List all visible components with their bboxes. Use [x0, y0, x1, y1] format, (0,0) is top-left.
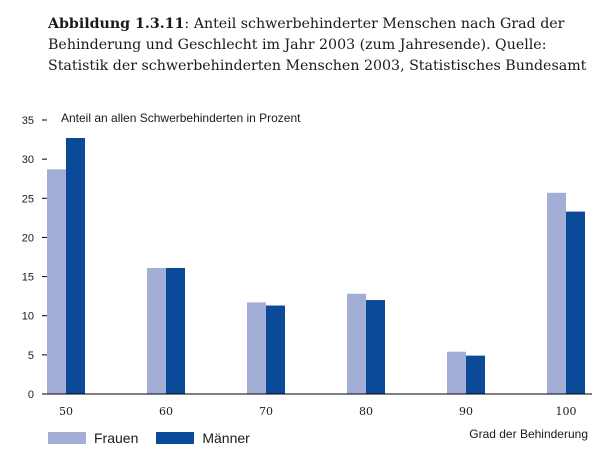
x-tick-label: 100: [556, 405, 577, 418]
x-tick-label: 60: [159, 405, 173, 418]
x-tick-label: 50: [59, 405, 73, 418]
y-tick-label: 35: [22, 115, 34, 127]
x-tick-label: 70: [259, 405, 273, 418]
legend: Frauen Männer: [48, 430, 268, 446]
y-tick-label: 30: [22, 154, 34, 166]
legend-item-frauen: Frauen: [48, 430, 138, 446]
bar-frauen-100: [547, 192, 566, 394]
x-tick-label: 90: [459, 405, 473, 418]
legend-swatch-frauen: [48, 432, 86, 444]
bar-maenner-50: [66, 138, 85, 394]
bar-frauen-50: [47, 169, 66, 394]
legend-swatch-maenner: [156, 432, 195, 444]
figure-number: Abbildung 1.3.11: [48, 16, 185, 32]
figure-caption-text: : Anteil schwerbehinderter Menschen nach…: [48, 16, 587, 74]
bars-group: [47, 138, 585, 394]
y-ticks-group: 0 5 10 15 20 25 30 35: [22, 115, 47, 401]
x-tick-label: 80: [359, 405, 373, 418]
y-tick-label: 25: [22, 193, 34, 205]
y-tick-label: 20: [22, 232, 34, 244]
bar-frauen-70: [247, 302, 266, 394]
x-axis-label: Grad der Behinderung: [469, 427, 588, 441]
y-tick-label: 0: [28, 389, 34, 401]
legend-label-frauen: Frauen: [94, 430, 139, 446]
y-tick-label: 15: [22, 272, 34, 284]
x-ticks-group: 50 60 70 80 90 100: [59, 405, 577, 418]
y-tick-label: 10: [22, 311, 34, 323]
figure-caption: Abbildung 1.3.11: Anteil schwerbehindert…: [48, 14, 596, 77]
bar-maenner-70: [266, 305, 285, 394]
bar-maenner-60: [166, 267, 185, 394]
bar-frauen-60: [147, 267, 166, 394]
legend-label-maenner: Männer: [202, 430, 250, 446]
bar-maenner-90: [466, 355, 485, 394]
bar-frauen-90: [447, 351, 466, 394]
bar-frauen-80: [347, 293, 366, 394]
bar-maenner-80: [366, 300, 385, 394]
bar-maenner-100: [566, 211, 585, 394]
y-tick-label: 5: [28, 350, 34, 362]
y-axis-label: Anteil an allen Schwerbehinderten in Pro…: [61, 111, 301, 125]
legend-item-maenner: Männer: [156, 430, 250, 446]
